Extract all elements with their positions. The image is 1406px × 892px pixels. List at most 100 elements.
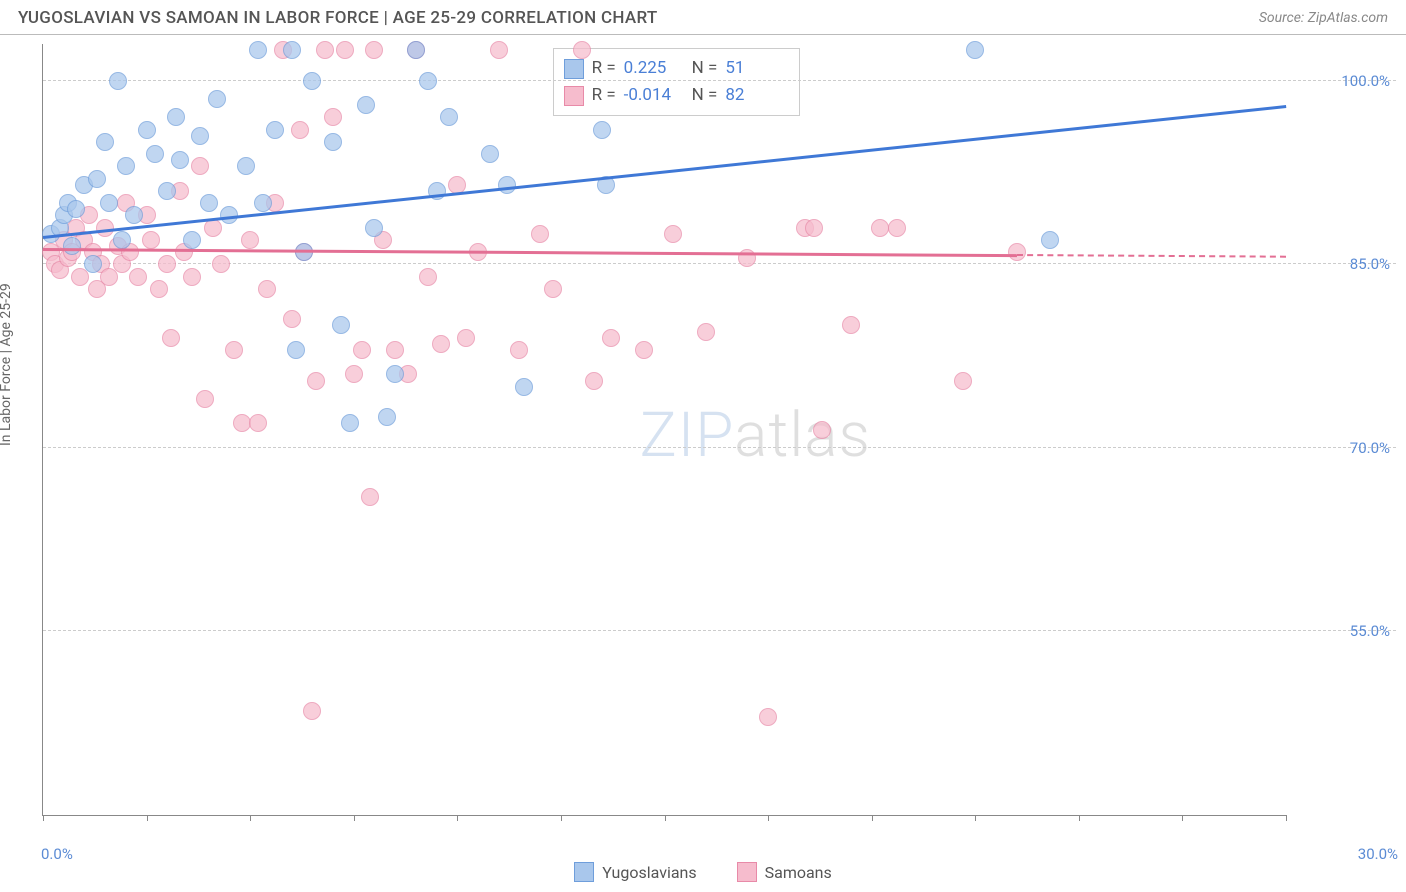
scatter-point-yugoslavians — [96, 133, 114, 151]
scatter-point-yugoslavians — [67, 200, 85, 218]
legend-item-yugoslavians: Yugoslavians — [574, 862, 696, 882]
legend-label-samoans: Samoans — [765, 863, 832, 882]
scatter-point-yugoslavians — [407, 41, 425, 59]
scatter-point-samoans — [635, 341, 653, 359]
scatter-point-samoans — [191, 157, 209, 175]
x-tick — [768, 815, 769, 821]
scatter-point-yugoslavians — [158, 182, 176, 200]
x-tick — [975, 815, 976, 821]
scatter-point-yugoslavians — [324, 133, 342, 151]
scatter-point-samoans — [573, 41, 591, 59]
trendline-yugoslavians — [43, 105, 1286, 238]
scatter-point-samoans — [490, 41, 508, 59]
scatter-point-yugoslavians — [283, 41, 301, 59]
scatter-point-yugoslavians — [515, 378, 533, 396]
watermark-part1: ZIP — [640, 399, 735, 472]
stat-r-label: R = — [592, 55, 616, 82]
x-tick — [872, 815, 873, 821]
scatter-point-yugoslavians — [100, 194, 118, 212]
chart-container: ZIPatlas R = 0.225 N = 51 R = -0.014 N =… — [42, 44, 1396, 844]
x-tick — [1079, 815, 1080, 821]
scatter-point-yugoslavians — [357, 96, 375, 114]
scatter-point-samoans — [664, 225, 682, 243]
scatter-point-yugoslavians — [183, 231, 201, 249]
x-tick — [561, 815, 562, 821]
watermark-part2: atlas — [734, 399, 871, 472]
swatch-yugoslavians — [564, 59, 584, 79]
scatter-point-yugoslavians — [287, 341, 305, 359]
scatter-point-samoans — [954, 372, 972, 390]
y-tick-label: 55.0% — [1350, 622, 1390, 640]
scatter-point-samoans — [307, 372, 325, 390]
watermark: ZIPatlas — [640, 399, 871, 472]
scatter-point-samoans — [871, 219, 889, 237]
stats-legend-box: R = 0.225 N = 51 R = -0.014 N = 82 — [553, 48, 801, 116]
scatter-point-samoans — [336, 41, 354, 59]
legend-item-samoans: Samoans — [737, 862, 832, 882]
scatter-point-yugoslavians — [117, 157, 135, 175]
scatter-point-samoans — [150, 280, 168, 298]
scatter-point-samoans — [142, 231, 160, 249]
scatter-point-yugoslavians — [365, 219, 383, 237]
scatter-point-yugoslavians — [266, 121, 284, 139]
scatter-point-samoans — [805, 219, 823, 237]
scatter-point-yugoslavians — [378, 408, 396, 426]
scatter-point-samoans — [233, 414, 251, 432]
stat-r-label: R = — [592, 82, 616, 109]
trendline-dash-samoans — [1017, 254, 1286, 258]
scatter-point-samoans — [585, 372, 603, 390]
scatter-point-samoans — [432, 335, 450, 353]
scatter-point-samoans — [258, 280, 276, 298]
scatter-point-yugoslavians — [125, 206, 143, 224]
scatter-point-yugoslavians — [171, 151, 189, 169]
scatter-point-yugoslavians — [498, 176, 516, 194]
scatter-point-samoans — [162, 329, 180, 347]
scatter-point-yugoslavians — [191, 127, 209, 145]
scatter-point-yugoslavians — [332, 316, 350, 334]
stat-r-value-samoans: -0.014 — [624, 82, 684, 109]
scatter-point-samoans — [291, 121, 309, 139]
scatter-point-samoans — [129, 268, 147, 286]
scatter-point-yugoslavians — [419, 72, 437, 90]
scatter-point-yugoslavians — [138, 121, 156, 139]
scatter-point-samoans — [510, 341, 528, 359]
gridline — [43, 447, 1396, 448]
scatter-point-samoans — [386, 341, 404, 359]
scatter-point-samoans — [196, 390, 214, 408]
scatter-point-yugoslavians — [167, 108, 185, 126]
chart-source: Source: ZipAtlas.com — [1259, 10, 1388, 26]
scatter-point-samoans — [96, 219, 114, 237]
stat-n-label: N = — [692, 55, 718, 82]
scatter-point-samoans — [842, 316, 860, 334]
scatter-point-samoans — [531, 225, 549, 243]
scatter-point-yugoslavians — [63, 237, 81, 255]
y-tick-label: 85.0% — [1350, 255, 1390, 273]
scatter-point-samoans — [419, 268, 437, 286]
scatter-point-samoans — [457, 329, 475, 347]
x-tick — [457, 815, 458, 821]
scatter-point-yugoslavians — [84, 255, 102, 273]
scatter-point-yugoslavians — [593, 121, 611, 139]
gridline — [43, 263, 1396, 264]
x-axis-min-label: 0.0% — [41, 845, 73, 863]
x-tick — [354, 815, 355, 821]
scatter-point-samoans — [283, 310, 301, 328]
plot-area: ZIPatlas R = 0.225 N = 51 R = -0.014 N =… — [42, 44, 1286, 816]
stats-row-samoans: R = -0.014 N = 82 — [564, 82, 786, 109]
scatter-point-yugoslavians — [146, 145, 164, 163]
x-axis-max-label: 30.0% — [1358, 845, 1398, 863]
scatter-point-samoans — [813, 421, 831, 439]
x-tick — [1182, 815, 1183, 821]
scatter-point-yugoslavians — [249, 41, 267, 59]
scatter-point-yugoslavians — [88, 170, 106, 188]
scatter-point-samoans — [225, 341, 243, 359]
scatter-point-yugoslavians — [341, 414, 359, 432]
scatter-point-yugoslavians — [254, 194, 272, 212]
stat-n-value-samoans: 82 — [725, 82, 785, 109]
legend-swatch-yugoslavians — [574, 862, 594, 882]
legend-label-yugoslavians: Yugoslavians — [602, 863, 696, 882]
y-axis-label: In Labor Force | Age 25-29 — [0, 283, 14, 446]
y-tick-label: 70.0% — [1350, 439, 1390, 457]
x-tick — [147, 815, 148, 821]
scatter-point-samoans — [697, 323, 715, 341]
